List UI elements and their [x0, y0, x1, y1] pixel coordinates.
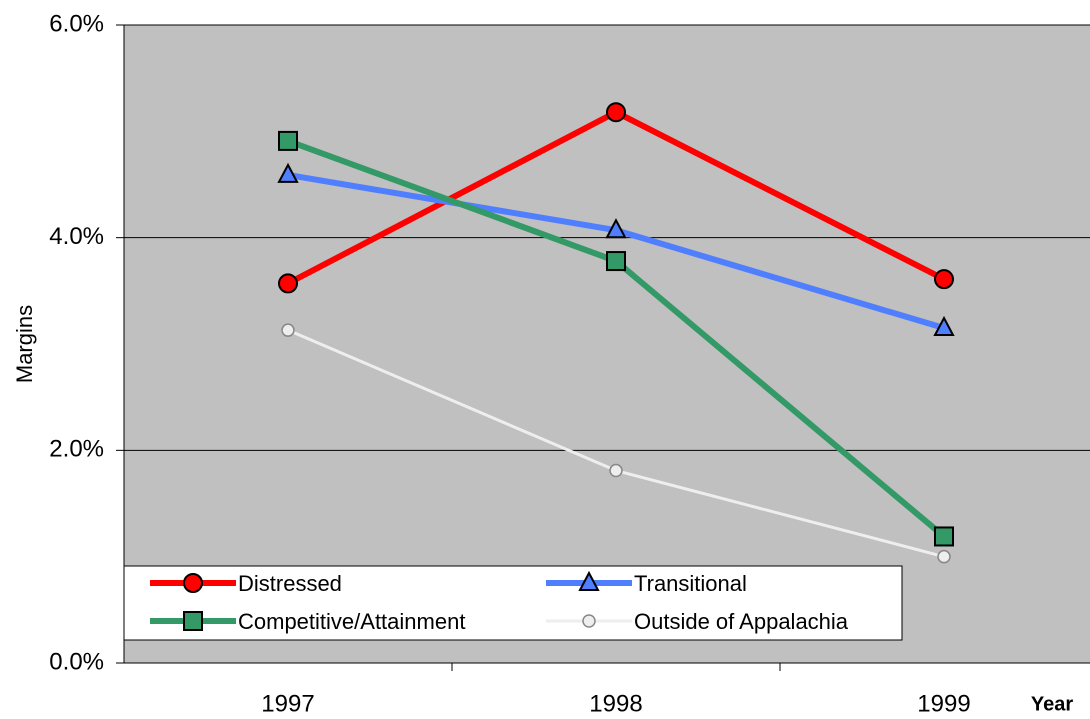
y-tick-label: 0.0%: [49, 648, 104, 675]
legend-label: Competitive/Attainment: [238, 609, 465, 634]
data-point: [934, 269, 954, 290]
data-point: [281, 323, 295, 337]
data-point: [606, 102, 626, 123]
data-point: [278, 130, 298, 151]
data-point: [933, 315, 955, 337]
legend-marker: [582, 614, 596, 628]
y-tick-label: 6.0%: [49, 10, 104, 37]
data-point: [934, 526, 954, 547]
y-axis-label: Margins: [12, 305, 37, 383]
legend-marker: [183, 611, 203, 631]
data-point: [605, 218, 627, 239]
data-point: [606, 251, 626, 272]
data-point: [278, 273, 298, 294]
x-tick-label: 1999: [917, 690, 970, 717]
x-tick-label: 1997: [261, 690, 314, 717]
legend: [123, 565, 903, 641]
legend-label: Transitional: [634, 571, 747, 596]
legend-label: Distressed: [238, 571, 342, 596]
y-tick-label: 4.0%: [49, 223, 104, 250]
x-axis-label: Year: [1031, 693, 1073, 715]
x-tick-label: 1998: [589, 690, 642, 717]
legend-marker: [183, 573, 203, 593]
data-point: [937, 549, 951, 564]
data-point: [609, 463, 623, 478]
legend-label: Outside of Appalachia: [634, 609, 849, 634]
y-tick-label: 2.0%: [49, 436, 104, 463]
data-point: [277, 162, 299, 183]
legend-marker: [578, 570, 600, 591]
